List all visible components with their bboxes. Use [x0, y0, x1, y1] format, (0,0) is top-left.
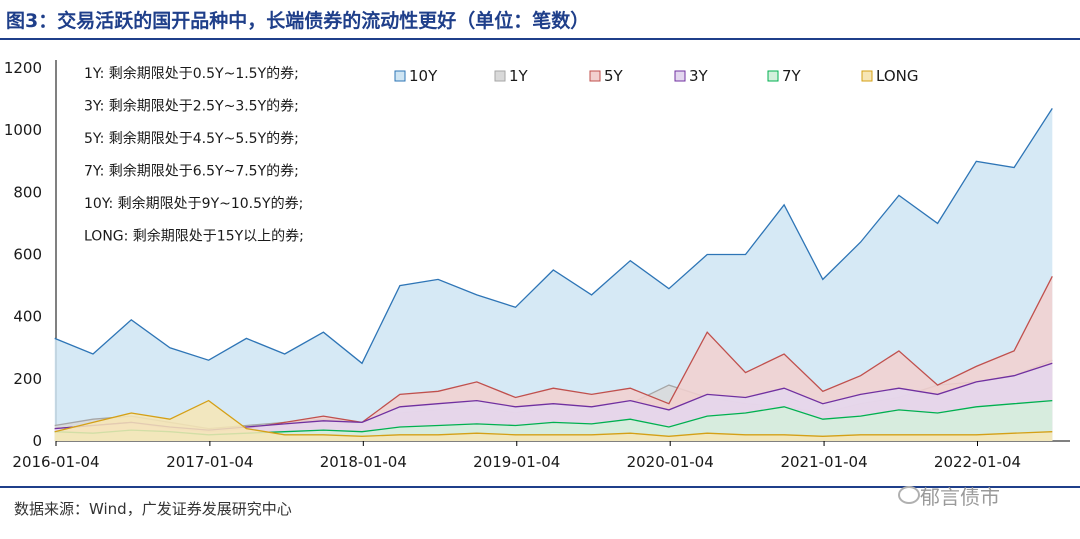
- legend-swatch-10y: [394, 70, 406, 82]
- legend-label-5y: 5Y: [604, 67, 624, 85]
- watermark: 郁言债市: [920, 485, 1000, 509]
- series-area-long: [54, 400, 1053, 441]
- series-area-10y: [54, 108, 1053, 442]
- wechat-icon: [898, 486, 920, 504]
- legend-swatch-5y: [589, 70, 601, 82]
- x-tick-label: 2017-01-04: [166, 453, 253, 471]
- chart-title: 图3：交易活跃的国开品种中，长端债券的流动性更好（单位：笔数）: [6, 10, 590, 32]
- x-tick-label: 2021-01-04: [780, 453, 867, 471]
- x-tick-label: 2018-01-04: [320, 453, 407, 471]
- legend-label-10y: 10Y: [409, 67, 438, 85]
- legend-swatch-3y: [674, 70, 686, 82]
- definition-note: 3Y: 剩余期限处于2.5Y~3.5Y的券;: [84, 98, 299, 115]
- definition-note: 10Y: 剩余期限处于9Y~10.5Y的券;: [84, 195, 303, 212]
- definition-note: LONG: 剩余期限处于15Y以上的券;: [84, 228, 304, 245]
- legend-swatch-long: [861, 70, 873, 82]
- legend-label-7y: 7Y: [782, 67, 802, 85]
- x-tick-label: 2020-01-04: [627, 453, 714, 471]
- x-tick-label: 2019-01-04: [473, 453, 560, 471]
- y-tick-label: 600: [13, 246, 42, 264]
- y-tick-label: 200: [13, 370, 42, 388]
- source-note: 数据来源：Wind，广发证券发展研究中心: [14, 500, 292, 518]
- y-tick-label: 800: [13, 183, 42, 201]
- series-line-10y: [54, 108, 1053, 365]
- legend-label-1y: 1Y: [509, 67, 529, 85]
- legend-swatch-7y: [767, 70, 779, 82]
- definition-note: 7Y: 剩余期限处于6.5Y~7.5Y的券;: [84, 163, 299, 180]
- definition-note: 5Y: 剩余期限处于4.5Y~5.5Y的券;: [84, 130, 299, 147]
- chart-svg: 0 200 400 600 800 1000 1200 2016-01-04 2017-01-0…: [4, 59, 1070, 471]
- x-tick-label: 2016-01-04: [12, 453, 99, 471]
- legend-label-long: LONG: [876, 67, 918, 85]
- series-line-long: [54, 399, 1053, 437]
- y-tick-label: 400: [13, 308, 42, 326]
- legend-label-3y: 3Y: [689, 67, 709, 85]
- legend-swatch-1y: [494, 70, 506, 82]
- definition-note: 1Y: 剩余期限处于0.5Y~1.5Y的券;: [84, 65, 299, 82]
- y-tick-label: 0: [32, 432, 42, 450]
- y-tick-label: 1200: [4, 59, 42, 77]
- source-rule: [0, 486, 1080, 488]
- x-tick-label: 2022-01-04: [934, 453, 1021, 471]
- title-rule: [0, 38, 1080, 40]
- y-tick-label: 1000: [4, 121, 42, 139]
